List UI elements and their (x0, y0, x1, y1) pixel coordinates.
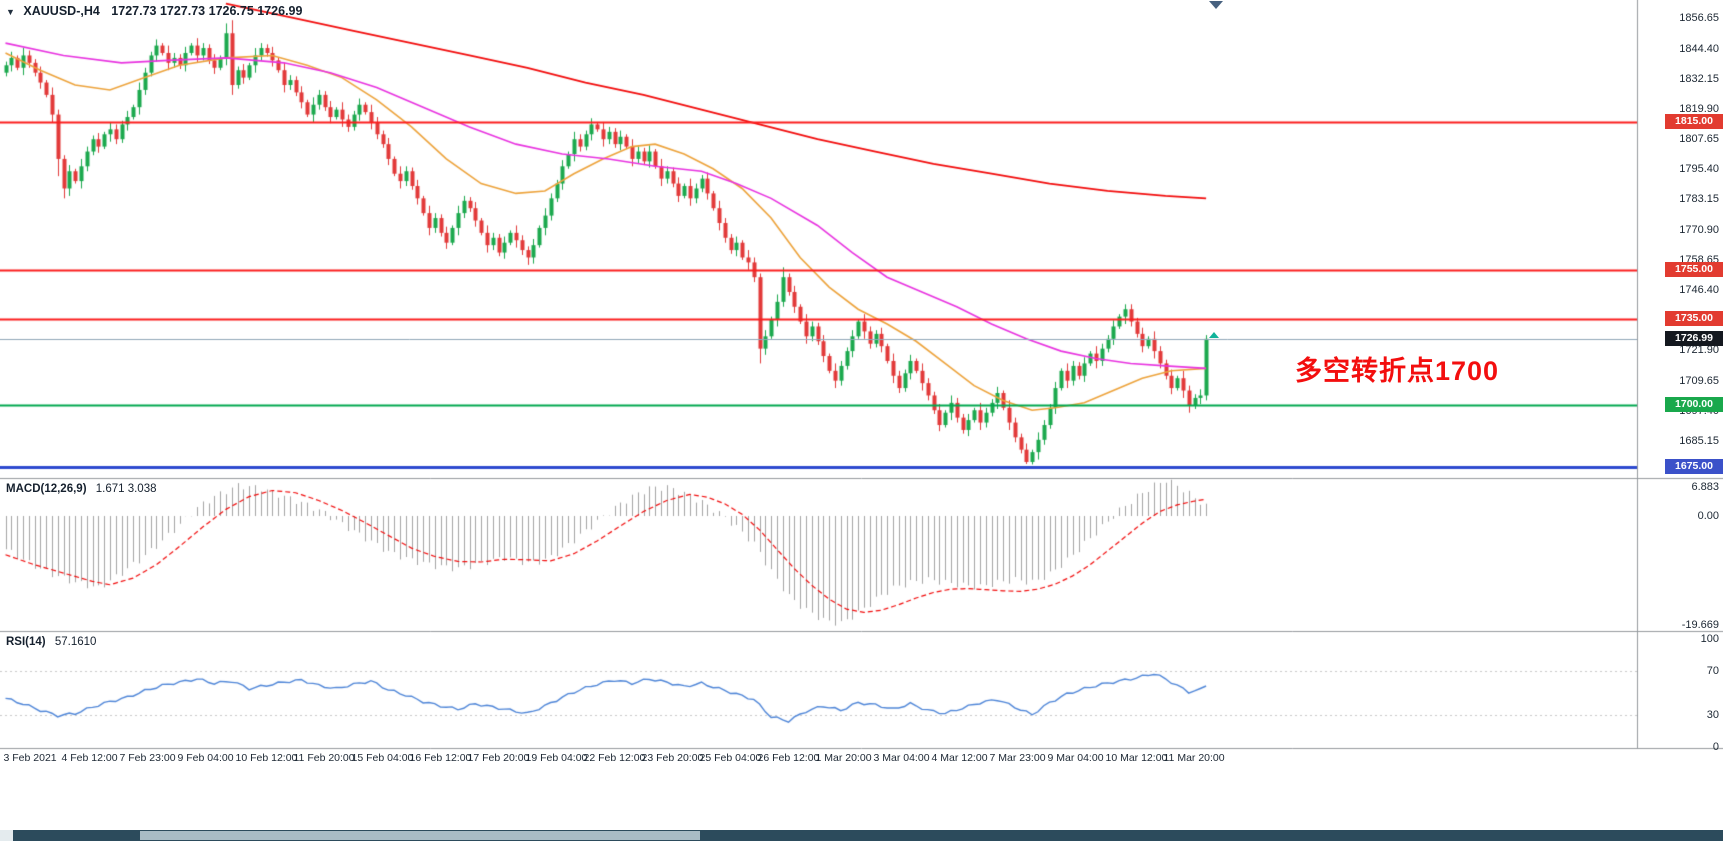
time-axis-labels-item: 4 Mar 12:00 (931, 752, 988, 764)
price-up-marker-icon (1209, 332, 1219, 338)
price-axis-ticks-item: 1709.65 (1679, 375, 1719, 387)
time-axis-labels-item: 7 Mar 23:00 (989, 752, 1046, 764)
price-axis-ticks-item: 1819.90 (1679, 103, 1719, 115)
macd-values: 1.671 3.038 (95, 483, 157, 495)
macd-axis-labels-item: 6.883 (1691, 481, 1719, 493)
macd-name: MACD(12,26,9) (6, 483, 87, 495)
time-axis-labels-item: 15 Feb 04:00 (351, 752, 414, 764)
macd-axis-labels-item: -19.669 (1681, 619, 1719, 631)
time-axis-labels-item: 23 Feb 20:00 (641, 752, 704, 764)
price-axis-ticks-item: 1783.15 (1679, 193, 1719, 205)
time-axis-labels-item: 17 Feb 20:00 (467, 752, 530, 764)
price-axis-ticks-item: 1685.15 (1679, 435, 1719, 447)
rsi-value: 57.1610 (54, 636, 97, 648)
time-axis-labels-item: 1 Mar 20:00 (815, 752, 872, 764)
time-axis-labels-item: 9 Mar 04:00 (1047, 752, 1104, 764)
rsi-axis-labels-item: 0 (1712, 741, 1719, 753)
rsi-name: RSI(14) (6, 636, 46, 648)
rsi-axis-labels-item: 100 (1700, 633, 1719, 645)
price-axis-ticks-item: 1844.40 (1679, 43, 1719, 55)
rsi-indicator-label: RSI(14) 57.1610 (6, 636, 96, 648)
macd-panel[interactable] (0, 479, 1637, 631)
time-axis-labels-item: 10 Mar 12:00 (1105, 752, 1168, 764)
rsi-panel[interactable] (0, 632, 1637, 748)
symbol-dropdown-icon[interactable]: ▼ (6, 7, 15, 17)
time-axis-labels-item: 3 Mar 04:00 (873, 752, 930, 764)
macd-indicator-label: MACD(12,26,9) 1.671 3.038 (6, 483, 157, 495)
rsi-axis-labels-item: 30 (1706, 709, 1719, 721)
time-axis-labels-item: 26 Feb 12:00 (757, 752, 820, 764)
bottom-scrollbar[interactable] (0, 830, 1723, 841)
price-tag: 1735.00 (1665, 311, 1723, 326)
time-axis-labels-item: 22 Feb 12:00 (583, 752, 646, 764)
price-chart-area[interactable] (0, 0, 1637, 478)
time-axis-labels-item: 9 Feb 04:00 (177, 752, 234, 764)
price-axis-ticks-item: 1832.15 (1679, 73, 1719, 85)
time-axis-labels-item: 3 Feb 2021 (3, 752, 57, 764)
price-axis-ticks-item: 1856.65 (1679, 12, 1719, 24)
time-axis-labels-item: 11 Mar 20:00 (1163, 752, 1225, 764)
time-axis-labels-item: 16 Feb 12:00 (409, 752, 472, 764)
price-axis-ticks-item: 1721.90 (1679, 344, 1719, 356)
price-tag: 1755.00 (1665, 262, 1723, 277)
chart-title: ▼ XAUUSD-,H4 1727.73 1727.73 1726.75 172… (6, 4, 302, 18)
price-axis-ticks-item: 1770.90 (1679, 224, 1719, 236)
macd-axis-labels-item: 0.00 (1697, 510, 1719, 522)
price-axis-ticks-item: 1807.65 (1679, 133, 1719, 145)
ohlc-values: 1727.73 1727.73 1726.75 1726.99 (111, 4, 303, 18)
time-axis-labels-item: 7 Feb 23:00 (119, 752, 176, 764)
time-axis-labels-item: 4 Feb 12:00 (61, 752, 118, 764)
price-tag: 1700.00 (1665, 397, 1723, 412)
time-axis-labels-item: 25 Feb 04:00 (699, 752, 762, 764)
chart-shift-marker-icon[interactable] (1209, 1, 1223, 9)
time-axis-labels-item: 19 Feb 04:00 (525, 752, 588, 764)
price-tag: 1675.00 (1665, 459, 1723, 474)
price-tag: 1726.99 (1665, 331, 1723, 346)
scrollbar-thumb[interactable] (140, 831, 700, 840)
annotation-text[interactable]: 多空转折点1700 (1295, 356, 1500, 386)
time-axis-labels-item: 11 Feb 20:00 (293, 752, 355, 764)
rsi-axis-labels-item: 70 (1706, 665, 1719, 677)
price-tag: 1815.00 (1665, 114, 1723, 129)
price-axis-ticks-item: 1746.40 (1679, 284, 1719, 296)
time-axis-labels-item: 10 Feb 12:00 (235, 752, 298, 764)
price-axis-ticks-item: 1795.40 (1679, 163, 1719, 175)
scrollbar-left-cap[interactable] (0, 830, 13, 841)
symbol-period-label: XAUUSD-,H4 (23, 4, 100, 18)
